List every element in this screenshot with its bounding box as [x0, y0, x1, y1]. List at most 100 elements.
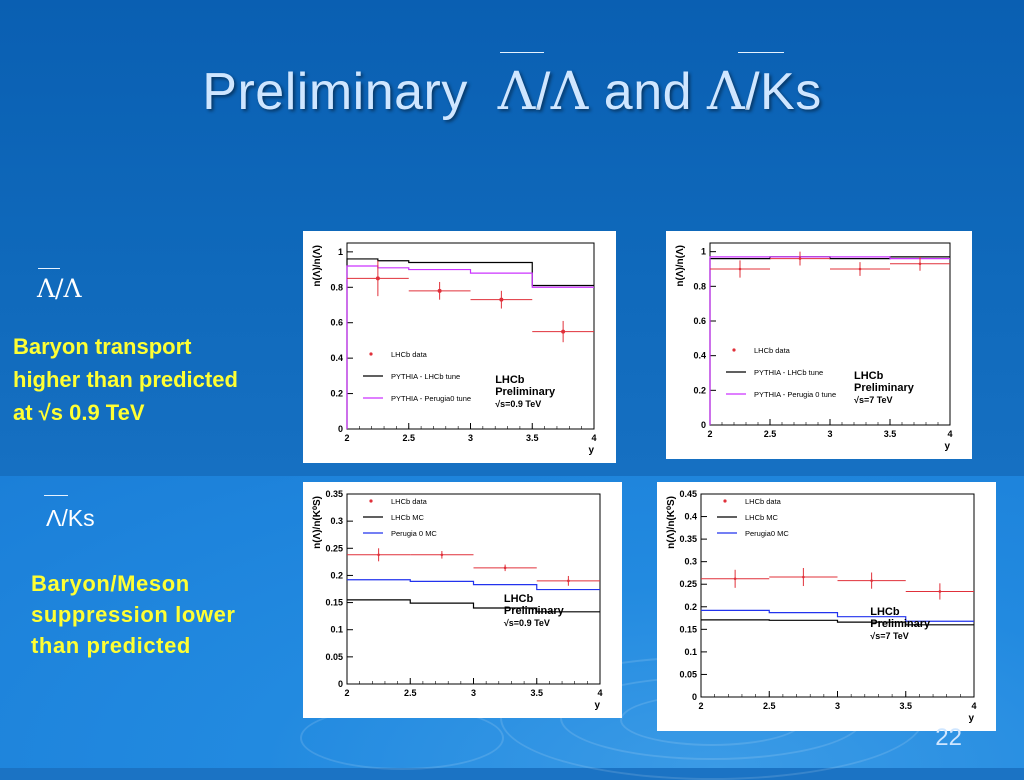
chart-annotation: Preliminary [870, 618, 931, 630]
section2-note: Baryon/Meson suppression lower than pred… [31, 568, 236, 661]
data-point [408, 281, 471, 300]
plot-frame [700, 493, 975, 698]
legend-label: LHCb data [745, 497, 782, 506]
data-point [532, 320, 594, 343]
y-tick-label: 0.2 [684, 602, 697, 612]
legend-label: LHCb data [391, 350, 428, 359]
section2-overbar [44, 495, 68, 496]
x-tick-label: 2 [344, 433, 349, 443]
y-tick-label: 1 [338, 247, 343, 257]
note-line: at √s 0.9 TeV [13, 400, 145, 425]
section1-label: Λ/Λ [37, 274, 82, 303]
data-marker [375, 276, 380, 281]
x-tick-label: 2.5 [404, 688, 417, 698]
chart-annotation: LHCb [870, 606, 900, 618]
y-tick-label: 0.2 [330, 570, 343, 580]
x-tick-label: 3 [827, 429, 832, 439]
y-tick-label: 0.4 [693, 351, 706, 361]
y-tick-label: 0.05 [679, 669, 697, 679]
legend-label: PYTHIA - Perugia 0 tune [754, 390, 836, 399]
note-line: than predicted [31, 633, 191, 658]
chart-annotation: LHCb [854, 370, 884, 382]
chart-annotation: LHCb [495, 374, 525, 386]
data-point [830, 262, 890, 276]
data-point [710, 260, 770, 278]
chart-annotation: Preliminary [495, 386, 556, 398]
x-tick-label: 2 [707, 429, 712, 439]
mc-series-line [701, 609, 974, 622]
mc-series-line [709, 256, 950, 425]
mc-series-line [701, 619, 974, 626]
y-tick-label: 0.25 [325, 543, 343, 553]
title-lambda-bar: Λ [497, 62, 536, 122]
data-marker [503, 566, 507, 570]
y-axis-label: n(Λ)/n(Λ) [675, 245, 686, 287]
legend-marker [369, 352, 373, 356]
mc-series-line [347, 579, 600, 591]
y-tick-label: 0.2 [330, 389, 343, 399]
y-tick-label: 0.3 [684, 557, 697, 567]
data-marker [437, 288, 442, 293]
y-axis-label: n(Λ)/n(Λ) [312, 245, 323, 287]
x-tick-label: 2 [698, 701, 703, 711]
note-line: suppression lower [31, 602, 236, 627]
x-axis-label: y [944, 441, 950, 452]
y-tick-label: 0.1 [330, 625, 343, 635]
data-marker [440, 553, 444, 557]
data-point [890, 256, 950, 271]
data-marker [802, 575, 805, 579]
x-tick-label: 2.5 [402, 433, 415, 443]
note-line: Baryon/Meson [31, 571, 190, 596]
data-marker [377, 553, 380, 557]
x-axis-label: y [968, 713, 974, 724]
chart-panel-lambda-ratio-0.9tev: 2 2.5 3 3.5 4 0 0.2 0.4 0.6 0.8 1 y n(Λ)/n(Λ) LHCb da… [303, 231, 616, 463]
title-overbar [738, 52, 784, 53]
chart-annotation: √s=7 TeV [870, 631, 909, 641]
y-tick-label: 0.6 [330, 318, 343, 328]
y-tick-label: 0.45 [679, 489, 697, 499]
data-marker [561, 329, 566, 334]
data-point [347, 260, 409, 297]
data-marker [798, 257, 802, 260]
mc-series-line [346, 265, 594, 429]
mc-series-line [347, 599, 600, 613]
legend-label: PYTHIA - LHCb tune [754, 368, 823, 377]
legend-label: Perugia 0 MC [391, 529, 437, 538]
y-tick-label: 0 [701, 420, 706, 430]
section1-overbar [38, 268, 60, 269]
y-tick-label: 0.35 [679, 534, 697, 544]
y-tick-label: 0.15 [325, 598, 343, 608]
title-slash: / [535, 63, 551, 121]
chart-svg: 2 2.5 3 3.5 4 0 0.2 0.4 0.6 0.8 1 y n(Λ)/n(Λ) LHCb da… [675, 242, 953, 452]
data-point [347, 548, 411, 562]
chart-panel-lambda-ratio-7tev: 2 2.5 3 3.5 4 0 0.2 0.4 0.6 0.8 1 y n(Λ)/n(Λ) LHCb da… [666, 231, 972, 459]
chart-annotation: Preliminary [504, 605, 565, 617]
x-tick-label: 4 [591, 433, 596, 443]
x-tick-label: 2.5 [763, 701, 776, 711]
chart-annotation: √s=7 TeV [854, 395, 893, 405]
x-axis-label: y [594, 700, 600, 711]
y-tick-label: 0.8 [693, 281, 706, 291]
title-and: and [588, 63, 707, 121]
y-tick-label: 1 [701, 247, 706, 257]
legend-label: PYTHIA - LHCb tune [391, 372, 460, 381]
title-overbar [500, 52, 544, 53]
x-tick-label: 3.5 [526, 433, 539, 443]
x-axis-label: y [588, 445, 594, 456]
x-tick-label: 2 [344, 688, 349, 698]
x-tick-label: 2.5 [764, 429, 777, 439]
title-prefix: Preliminary [202, 63, 468, 121]
chart-svg: 2 2.5 3 3.5 4 0 0.05 0.1 0.15 0.2 0.25 0.3 0.35 0.4 0.… [666, 489, 977, 724]
data-marker [938, 590, 942, 593]
title-suffix: /Ks [745, 63, 822, 121]
y-tick-label: 0.35 [325, 489, 343, 499]
y-tick-label: 0.2 [693, 385, 706, 395]
y-tick-label: 0.1 [684, 647, 697, 657]
y-tick-label: 0 [338, 424, 343, 434]
x-tick-label: 3 [471, 688, 476, 698]
y-tick-label: 0.8 [330, 282, 343, 292]
x-tick-label: 3.5 [899, 701, 912, 711]
chart-svg: 2 2.5 3 3.5 4 0 0.05 0.1 0.15 0.2 0.25 0.3 0.35 y n(Λ)… [312, 489, 603, 711]
data-point [536, 575, 600, 586]
data-point [410, 551, 474, 559]
